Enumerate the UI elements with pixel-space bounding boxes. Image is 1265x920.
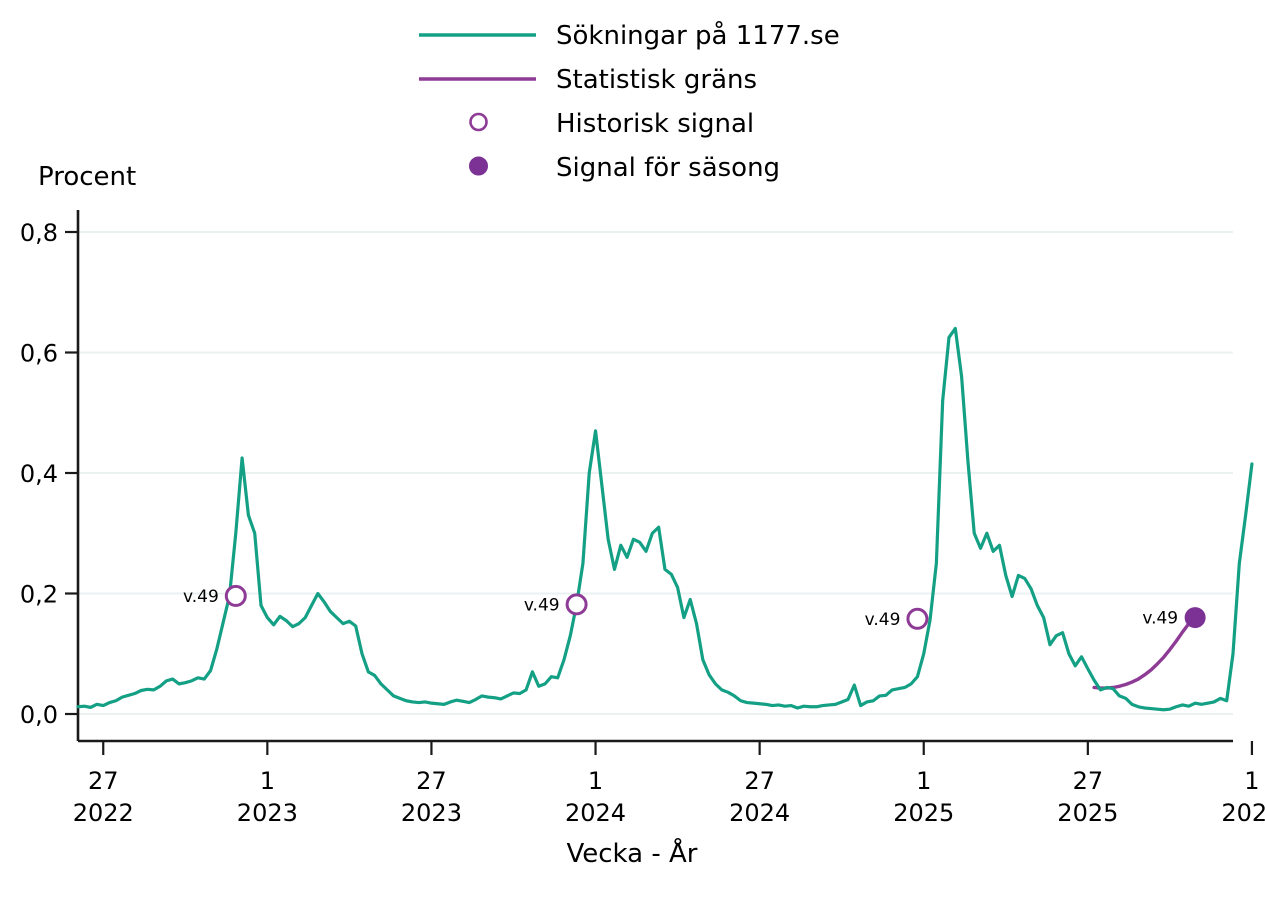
y-axis: 0,0 0,2 0,4 0,6 0,8	[20, 219, 78, 729]
y-tick-label: 0,4	[20, 460, 58, 488]
signal-markers: v.49 v.49 v.49 v.49	[183, 584, 1206, 630]
gridlines	[78, 231, 1233, 715]
x-tick-year-label: 2023	[237, 799, 298, 827]
signal-week-label: v.49	[183, 587, 219, 607]
y-tick-label: 0,6	[20, 340, 58, 368]
x-tick-week-label: 27	[744, 767, 775, 795]
x-axis-title: Vecka - År	[567, 837, 698, 869]
x-tick-week-label: 1	[1244, 767, 1259, 795]
searches-series-line	[76, 326, 1254, 712]
statistical-limit-line	[1092, 617, 1197, 690]
x-tick-year-label: 2022	[73, 799, 134, 827]
legend-label: Historisk signal	[556, 109, 754, 139]
signal-week-label: v.49	[865, 610, 901, 630]
y-tick-label: 0,2	[20, 581, 58, 609]
signal-week-label: v.49	[1142, 609, 1178, 629]
legend-marker-filled	[469, 156, 488, 176]
x-tick-year-label: 2024	[565, 799, 626, 827]
legend-marker-open	[469, 112, 488, 132]
x-tick-year-label: 2026	[1221, 799, 1265, 827]
x-axis: 27 2022 1 2023 27 2023 1 2024 27 2024 1 2025 27 2025 1…	[73, 741, 1265, 827]
x-tick-week-label: 1	[260, 767, 275, 795]
signal-marker-historical[interactable]	[906, 607, 929, 630]
signal-marker-historical[interactable]	[224, 584, 247, 607]
x-tick-week-label: 27	[88, 767, 119, 795]
x-tick-year-label: 2024	[729, 799, 790, 827]
legend-label: Signal för säsong	[556, 153, 780, 183]
chart-legend: Sökningar på 1177.se Statistisk gräns Hist…	[419, 20, 840, 183]
signal-marker-season[interactable]	[1184, 607, 1206, 629]
x-tick-week-label: 1	[588, 767, 603, 795]
x-tick-week-label: 27	[416, 767, 447, 795]
y-tick-label: 0,8	[20, 219, 58, 247]
y-axis-title: Procent	[38, 162, 136, 192]
x-tick-year-label: 2023	[401, 799, 462, 827]
x-tick-week-label: 27	[1073, 767, 1104, 795]
signal-marker-historical[interactable]	[565, 593, 588, 616]
signal-week-label: v.49	[524, 595, 560, 615]
y-tick-label: 0,0	[20, 701, 58, 729]
x-tick-year-label: 2025	[893, 799, 954, 827]
legend-label: Sökningar på 1177.se	[556, 20, 840, 51]
x-tick-week-label: 1	[916, 767, 931, 795]
legend-label: Statistisk gräns	[556, 65, 757, 95]
x-tick-year-label: 2025	[1057, 799, 1118, 827]
